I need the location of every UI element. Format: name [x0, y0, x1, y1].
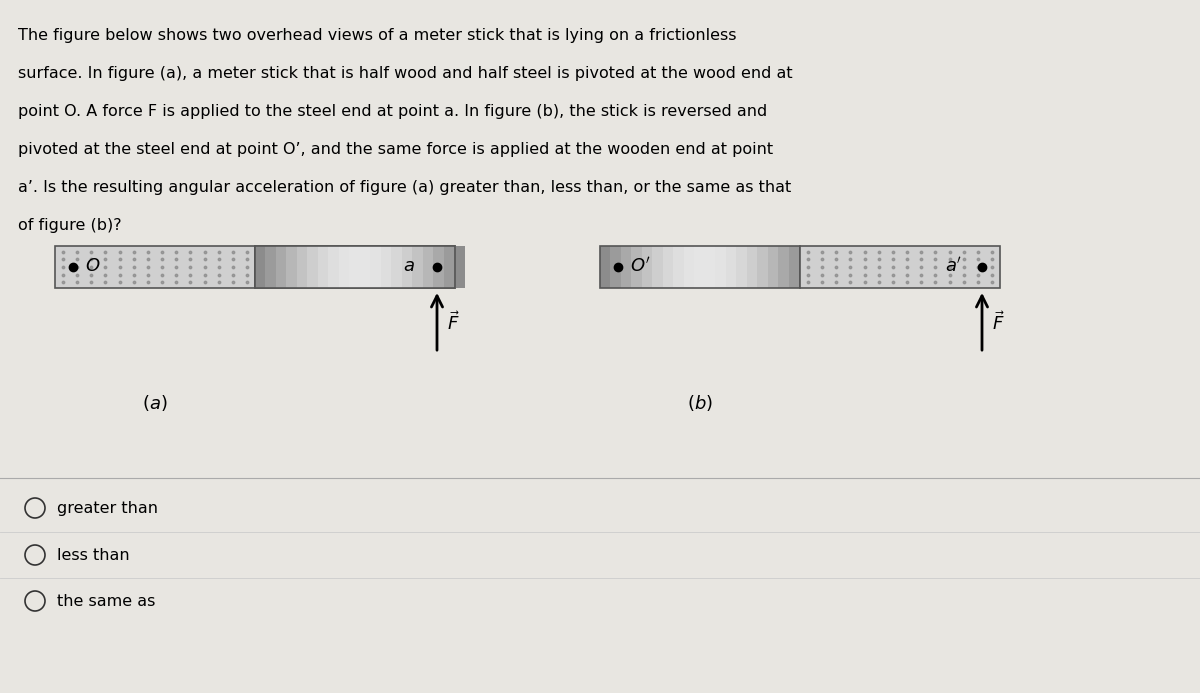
Bar [799, 246, 810, 288]
Bar [254, 246, 266, 288]
Bar [296, 246, 308, 288]
Bar [715, 246, 726, 288]
Bar [778, 246, 790, 288]
Bar [349, 246, 360, 288]
FancyBboxPatch shape [800, 246, 1000, 288]
Bar [307, 246, 318, 288]
Bar [788, 246, 799, 288]
Bar [454, 246, 466, 288]
Bar [600, 246, 611, 288]
Bar [391, 246, 402, 288]
Bar [611, 246, 622, 288]
Bar [695, 246, 706, 288]
Bar [329, 246, 340, 288]
Text: $a$: $a$ [403, 257, 415, 275]
Text: $a'$: $a'$ [944, 256, 962, 276]
FancyBboxPatch shape [55, 246, 254, 288]
Bar [444, 246, 455, 288]
Text: the same as: the same as [58, 593, 155, 608]
Bar [631, 246, 642, 288]
Bar [673, 246, 684, 288]
Text: point O. A force F is applied to the steel end at point a. In figure (b), the st: point O. A force F is applied to the ste… [18, 104, 767, 119]
Text: $(b)$: $(b)$ [688, 393, 713, 413]
Text: less than: less than [58, 547, 130, 563]
Bar [422, 246, 433, 288]
Text: pivoted at the steel end at point O’, and the same force is applied at the woode: pivoted at the steel end at point O’, an… [18, 142, 773, 157]
Bar [768, 246, 779, 288]
Bar [402, 246, 413, 288]
Bar [412, 246, 424, 288]
Text: surface. In figure (a), a meter stick that is half wood and half steel is pivote: surface. In figure (a), a meter stick th… [18, 66, 793, 81]
Text: $(a)$: $(a)$ [143, 393, 168, 413]
Text: of figure (b)?: of figure (b)? [18, 218, 121, 233]
Bar [287, 246, 298, 288]
Bar [662, 246, 674, 288]
Text: The figure below shows two overhead views of a meter stick that is lying on a fr: The figure below shows two overhead view… [18, 28, 737, 43]
Text: greater than: greater than [58, 500, 158, 516]
Text: $\vec{F}$: $\vec{F}$ [992, 312, 1004, 335]
Bar [726, 246, 737, 288]
Bar [360, 246, 371, 288]
Bar [433, 246, 444, 288]
Bar [338, 246, 349, 288]
Text: a’. Is the resulting angular acceleration of figure (a) greater than, less than,: a’. Is the resulting angular acceleratio… [18, 180, 791, 195]
Bar [642, 246, 653, 288]
Text: $O'$: $O'$ [630, 256, 650, 276]
Bar [620, 246, 632, 288]
Text: $\vec{F}$: $\vec{F}$ [446, 312, 460, 335]
Bar [704, 246, 715, 288]
Bar [736, 246, 748, 288]
FancyBboxPatch shape [254, 246, 455, 288]
Bar [265, 246, 276, 288]
Bar [684, 246, 695, 288]
Bar [653, 246, 664, 288]
Bar [371, 246, 382, 288]
Bar [746, 246, 757, 288]
Text: $O$: $O$ [85, 257, 101, 275]
Bar [380, 246, 391, 288]
Bar [276, 246, 287, 288]
Bar [757, 246, 768, 288]
Bar [318, 246, 329, 288]
